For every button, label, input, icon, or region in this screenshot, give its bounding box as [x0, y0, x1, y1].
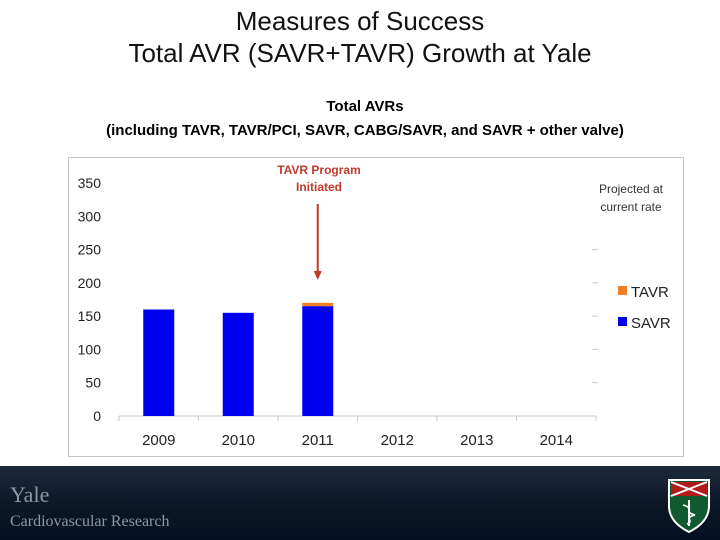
x-tick-label: 2009 [142, 432, 175, 449]
chart-area: 0 50 100 150 200 250 300 350 2009 2010 2011 2012 201… [68, 157, 684, 457]
tavr-program-annotation: TAVR Program Initiated [262, 162, 376, 196]
y-tick-label: 50 [85, 375, 101, 391]
legend-swatch-tavr [618, 286, 627, 295]
x-tick-label: 2011 [302, 432, 334, 449]
bar-savr-2009 [143, 309, 175, 416]
projection-line2: current rate [600, 200, 662, 214]
y-tick-label: 250 [78, 242, 102, 258]
annotation-line2: Initiated [295, 180, 342, 194]
bar-savr-2011 [302, 306, 334, 416]
y-tick-label: 200 [78, 275, 102, 291]
x-tick-label: 2014 [540, 432, 573, 449]
x-tick-label: 2012 [381, 432, 414, 449]
y-tick-label: 350 [78, 175, 102, 191]
x-tick-label: 2010 [222, 432, 255, 449]
projection-note: Projected at current rate [588, 180, 674, 216]
y-tick-label: 100 [78, 341, 102, 357]
x-tick-label: 2013 [460, 432, 493, 449]
yale-shield-icon [668, 479, 710, 534]
legend-label-tavr: TAVR [631, 284, 669, 301]
y-tick-label: 150 [78, 308, 102, 324]
bar-tavr-2011 [302, 302, 334, 307]
y-tick-label: 300 [78, 208, 102, 224]
chart-subtitle: (including TAVR, TAVR/PCI, SAVR, CABG/SA… [106, 122, 624, 139]
slide-title-line2: Total AVR (SAVR+TAVR) Growth at Yale [128, 38, 592, 68]
annotation-arrow-head [313, 271, 322, 280]
footer-band [0, 466, 720, 540]
y-tick-label: 0 [93, 408, 101, 424]
annotation-line1: TAVR Program [277, 163, 361, 177]
projection-line1: Projected at [598, 182, 664, 196]
bar-chart: 0 50 100 150 200 250 300 350 2009 2010 2011 2012 201… [78, 175, 671, 449]
chart-title: Total AVRs [326, 98, 404, 115]
legend-label-savr: SAVR [631, 315, 671, 332]
yale-logo-text: Yale [10, 482, 50, 507]
bar-savr-2010 [222, 312, 254, 416]
slide-title-line1: Measures of Success [235, 6, 485, 36]
yale-logo-subtitle: Cardiovascular Research [10, 513, 170, 530]
legend-swatch-savr [618, 317, 627, 326]
